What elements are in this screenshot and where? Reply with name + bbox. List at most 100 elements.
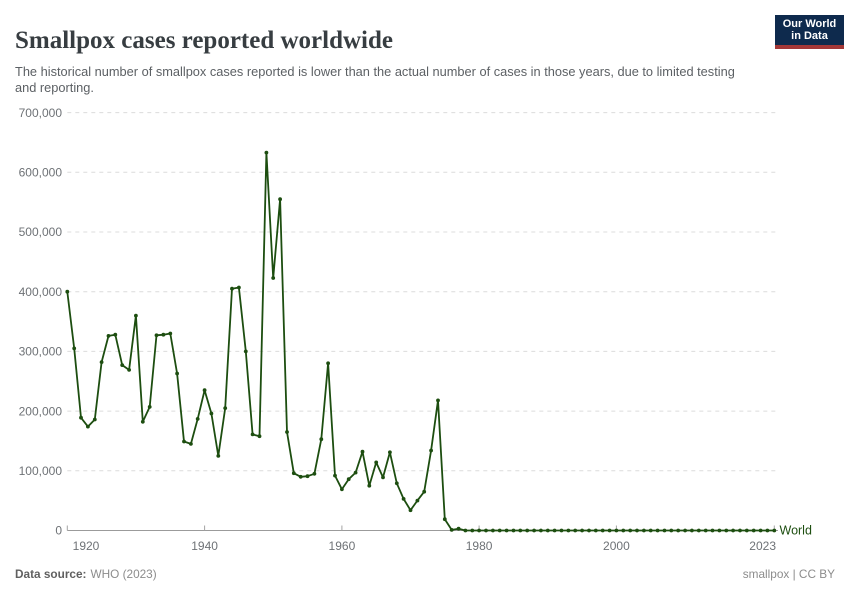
data-point[interactable] bbox=[319, 437, 324, 442]
data-point[interactable] bbox=[209, 411, 214, 416]
data-point[interactable] bbox=[436, 398, 440, 403]
data-point[interactable] bbox=[642, 528, 646, 533]
data-point[interactable] bbox=[216, 454, 221, 458]
data-point[interactable] bbox=[113, 332, 118, 337]
data-point[interactable] bbox=[175, 371, 180, 376]
data-point[interactable] bbox=[271, 276, 276, 280]
data-point[interactable] bbox=[655, 528, 660, 533]
data-point[interactable] bbox=[758, 528, 763, 533]
data-point[interactable] bbox=[120, 363, 125, 367]
data-point[interactable] bbox=[738, 528, 742, 533]
data-point[interactable] bbox=[250, 432, 255, 437]
data-point[interactable] bbox=[690, 528, 694, 533]
data-point[interactable] bbox=[86, 424, 90, 429]
data-point[interactable] bbox=[511, 528, 516, 533]
data-point[interactable] bbox=[154, 333, 159, 338]
data-point[interactable] bbox=[683, 528, 687, 533]
data-point[interactable] bbox=[662, 528, 667, 533]
data-point[interactable] bbox=[147, 405, 152, 409]
data-point[interactable] bbox=[257, 434, 262, 439]
data-point[interactable] bbox=[532, 528, 536, 533]
data-point[interactable] bbox=[408, 508, 413, 513]
data-point[interactable] bbox=[367, 483, 372, 488]
data-point[interactable] bbox=[189, 442, 193, 446]
data-point[interactable] bbox=[545, 528, 550, 533]
data-point[interactable] bbox=[360, 449, 365, 454]
data-point[interactable] bbox=[696, 528, 701, 533]
data-point[interactable] bbox=[326, 361, 330, 366]
data-point[interactable] bbox=[580, 528, 584, 533]
data-point[interactable] bbox=[401, 497, 406, 501]
data-point[interactable] bbox=[72, 346, 77, 351]
data-point[interactable] bbox=[230, 286, 234, 291]
data-point[interactable] bbox=[648, 528, 653, 533]
data-point[interactable] bbox=[278, 197, 282, 202]
data-point[interactable] bbox=[669, 528, 674, 533]
data-point[interactable] bbox=[99, 360, 104, 364]
data-point[interactable] bbox=[614, 528, 619, 533]
data-point[interactable] bbox=[593, 528, 598, 533]
data-point[interactable] bbox=[223, 406, 228, 410]
data-point[interactable] bbox=[168, 331, 173, 336]
data-point[interactable] bbox=[491, 528, 495, 533]
data-point[interactable] bbox=[285, 430, 289, 434]
license-credit[interactable]: smallpox | CC BY bbox=[742, 567, 835, 581]
data-point[interactable] bbox=[422, 489, 427, 494]
data-point[interactable] bbox=[497, 528, 502, 533]
data-point[interactable] bbox=[751, 528, 756, 533]
data-point[interactable] bbox=[415, 498, 420, 503]
data-point[interactable] bbox=[518, 528, 523, 533]
data-point[interactable] bbox=[106, 334, 111, 338]
data-point[interactable] bbox=[381, 475, 385, 480]
data-point[interactable] bbox=[374, 460, 379, 465]
data-point[interactable] bbox=[772, 528, 777, 533]
data-point[interactable] bbox=[312, 471, 317, 476]
data-point[interactable] bbox=[525, 528, 530, 533]
data-point[interactable] bbox=[552, 528, 557, 533]
data-point[interactable] bbox=[635, 528, 639, 533]
owid-logo[interactable]: Our World in Data bbox=[775, 15, 844, 49]
data-point[interactable] bbox=[621, 528, 626, 533]
data-point[interactable] bbox=[92, 417, 97, 422]
data-point[interactable] bbox=[264, 150, 269, 155]
data-point[interactable] bbox=[470, 528, 475, 533]
data-point[interactable] bbox=[456, 526, 461, 531]
world-series-line[interactable] bbox=[66, 151, 776, 532]
data-point[interactable] bbox=[394, 481, 399, 486]
data-point[interactable] bbox=[195, 417, 200, 421]
data-point[interactable] bbox=[182, 439, 186, 444]
data-point[interactable] bbox=[587, 528, 591, 533]
data-point[interactable] bbox=[340, 487, 344, 492]
data-point[interactable] bbox=[717, 528, 722, 533]
data-point[interactable] bbox=[305, 474, 310, 479]
data-point[interactable] bbox=[724, 528, 729, 533]
data-point[interactable] bbox=[298, 474, 303, 479]
data-point[interactable] bbox=[388, 450, 392, 455]
data-point[interactable] bbox=[477, 528, 481, 533]
data-point[interactable] bbox=[539, 528, 543, 533]
data-point[interactable] bbox=[449, 528, 454, 532]
data-point[interactable] bbox=[127, 368, 131, 372]
data-point[interactable] bbox=[463, 528, 468, 533]
world-series-label[interactable]: World bbox=[780, 524, 812, 538]
data-point[interactable] bbox=[607, 528, 612, 533]
data-point[interactable] bbox=[566, 528, 571, 533]
data-point[interactable] bbox=[484, 528, 488, 533]
data-point[interactable] bbox=[237, 285, 241, 290]
line-chart[interactable]: 0 100,000 200,000 300,000 400,000 500,000 600,… bbox=[0, 90, 850, 568]
data-point[interactable] bbox=[202, 388, 207, 393]
data-point[interactable] bbox=[703, 528, 708, 533]
data-point[interactable] bbox=[429, 448, 433, 453]
data-point[interactable] bbox=[442, 517, 447, 522]
data-point[interactable] bbox=[676, 528, 681, 533]
data-point[interactable] bbox=[573, 528, 578, 533]
data-point[interactable] bbox=[346, 477, 351, 482]
data-point[interactable] bbox=[65, 289, 70, 294]
data-point[interactable] bbox=[333, 473, 337, 478]
data-point[interactable] bbox=[559, 528, 564, 533]
data-point[interactable] bbox=[79, 415, 83, 420]
data-point[interactable] bbox=[243, 349, 248, 354]
data-point[interactable] bbox=[710, 528, 715, 533]
data-point[interactable] bbox=[161, 332, 166, 337]
data-point[interactable] bbox=[600, 528, 605, 533]
